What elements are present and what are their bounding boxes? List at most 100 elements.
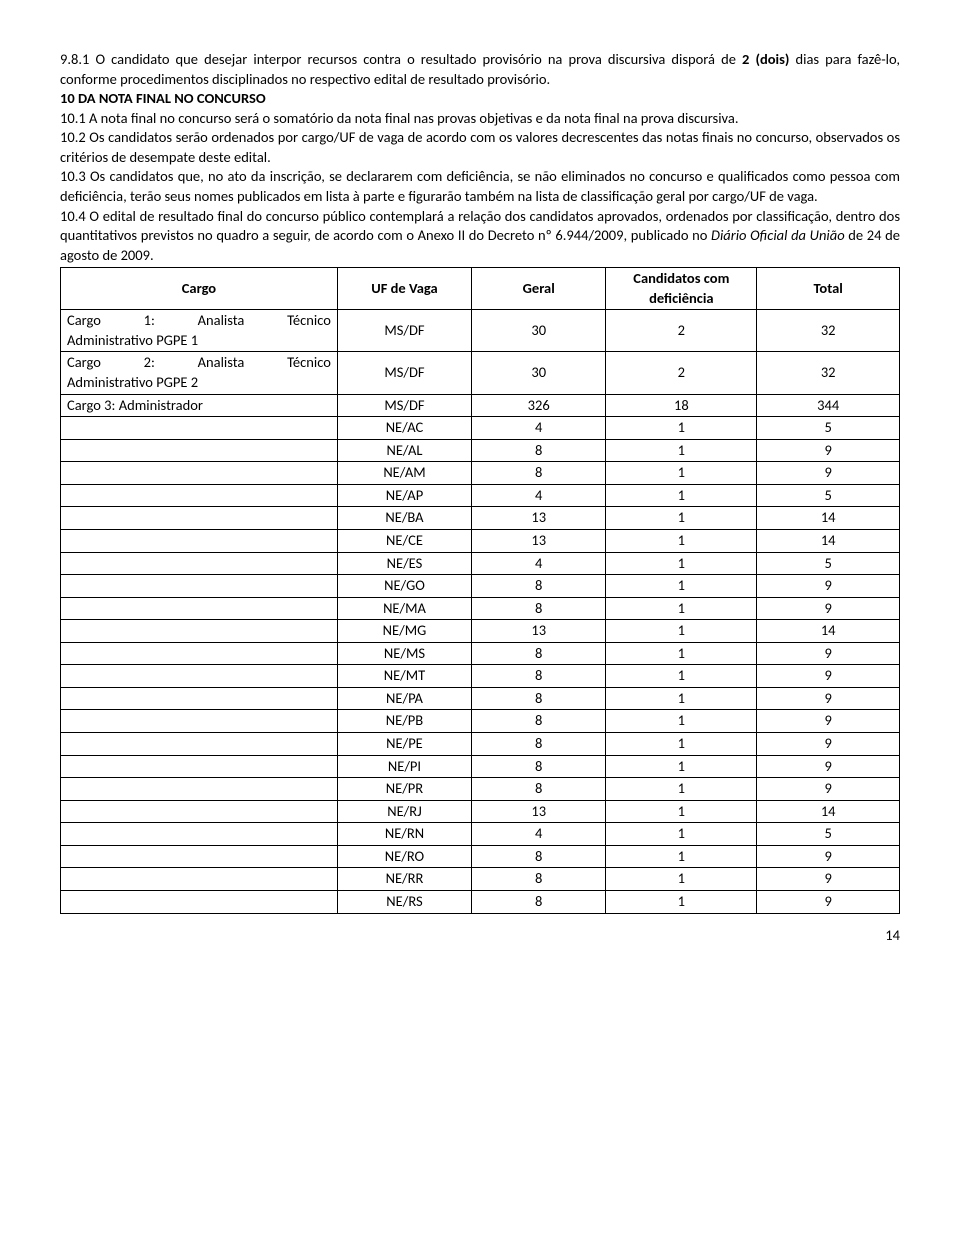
table-row: Cargo 1: Analista TécnicoAdministrativo … (61, 310, 900, 352)
cell-geral: 8 (472, 733, 606, 756)
cell-cargo (61, 710, 338, 733)
cell-cargo (61, 687, 338, 710)
cell-geral: 8 (472, 642, 606, 665)
cell-geral: 8 (472, 868, 606, 891)
table-row: NE/AL819 (61, 439, 900, 462)
table-row: NE/RS819 (61, 890, 900, 913)
cell-cargo (61, 417, 338, 440)
table-row: NE/RO819 (61, 845, 900, 868)
table-row: NE/MA819 (61, 597, 900, 620)
cell-uf: NE/RS (337, 890, 471, 913)
cell-geral: 13 (472, 800, 606, 823)
cell-cargo (61, 642, 338, 665)
paragraph-103: 10.3 Os candidatos que, no ato da inscri… (60, 167, 900, 206)
cell-uf: MS/DF (337, 394, 471, 417)
cell-def: 2 (606, 352, 757, 394)
cell-def: 1 (606, 733, 757, 756)
paragraph-102: 10.2 Os candidatos serão ordenados por c… (60, 128, 900, 167)
page-number: 14 (60, 926, 900, 946)
cell-total: 5 (757, 484, 900, 507)
cell-def: 1 (606, 755, 757, 778)
cell-uf: MS/DF (337, 310, 471, 352)
cell-geral: 8 (472, 845, 606, 868)
cell-geral: 4 (472, 484, 606, 507)
cell-geral: 4 (472, 417, 606, 440)
cell-cargo (61, 439, 338, 462)
cell-cargo: Cargo 2: Analista TécnicoAdministrativo … (61, 352, 338, 394)
table-row: NE/AC415 (61, 417, 900, 440)
cell-cargo (61, 800, 338, 823)
cell-uf: NE/BA (337, 507, 471, 530)
cell-uf: NE/PE (337, 733, 471, 756)
text: 9.8.1 O candidato que desejar interpor r… (60, 50, 742, 68)
cell-geral: 8 (472, 575, 606, 598)
cell-def: 1 (606, 507, 757, 530)
cell-uf: NE/MS (337, 642, 471, 665)
cell-geral: 8 (472, 665, 606, 688)
cell-total: 9 (757, 755, 900, 778)
cell-def: 1 (606, 575, 757, 598)
table-row: NE/MT819 (61, 665, 900, 688)
table-row: NE/PR819 (61, 778, 900, 801)
cell-total: 9 (757, 733, 900, 756)
table-row: Cargo 2: Analista TécnicoAdministrativo … (61, 352, 900, 394)
cell-cargo (61, 823, 338, 846)
cell-def: 1 (606, 552, 757, 575)
cell-geral: 326 (472, 394, 606, 417)
cell-cargo (61, 868, 338, 891)
cell-total: 9 (757, 687, 900, 710)
cell-uf: NE/AP (337, 484, 471, 507)
cell-cargo (61, 665, 338, 688)
paragraph-104: 10.4 O edital de resultado final do conc… (60, 207, 900, 266)
cell-total: 5 (757, 823, 900, 846)
cell-total: 32 (757, 352, 900, 394)
cell-total: 9 (757, 710, 900, 733)
cell-def: 1 (606, 890, 757, 913)
cell-cargo: Cargo 1: Analista TécnicoAdministrativo … (61, 310, 338, 352)
cell-geral: 4 (472, 823, 606, 846)
cell-total: 9 (757, 462, 900, 485)
cell-total: 14 (757, 800, 900, 823)
cell-def: 1 (606, 620, 757, 643)
table-row: NE/PI819 (61, 755, 900, 778)
cell-uf: NE/GO (337, 575, 471, 598)
cell-def: 1 (606, 462, 757, 485)
cell-cargo (61, 597, 338, 620)
cell-uf: NE/RO (337, 845, 471, 868)
cell-total: 14 (757, 620, 900, 643)
cell-def: 1 (606, 529, 757, 552)
cell-cargo (61, 462, 338, 485)
cell-total: 32 (757, 310, 900, 352)
table-row: NE/MS819 (61, 642, 900, 665)
cell-total: 9 (757, 868, 900, 891)
cell-def: 18 (606, 394, 757, 417)
header-total: Total (757, 268, 900, 310)
cell-total: 9 (757, 575, 900, 598)
cell-def: 1 (606, 868, 757, 891)
cell-total: 9 (757, 439, 900, 462)
cell-def: 1 (606, 687, 757, 710)
header-def: Candidatos com deficiência (606, 268, 757, 310)
cell-geral: 8 (472, 462, 606, 485)
cell-def: 1 (606, 710, 757, 733)
cell-geral: 8 (472, 710, 606, 733)
cell-def: 1 (606, 597, 757, 620)
cell-total: 5 (757, 552, 900, 575)
cell-geral: 13 (472, 620, 606, 643)
cell-geral: 13 (472, 529, 606, 552)
header-uf: UF de Vaga (337, 268, 471, 310)
cell-def: 1 (606, 484, 757, 507)
cell-def: 1 (606, 823, 757, 846)
table-row: NE/PE819 (61, 733, 900, 756)
table-row: Cargo 3: AdministradorMS/DF32618344 (61, 394, 900, 417)
cell-cargo: Cargo 3: Administrador (61, 394, 338, 417)
cell-geral: 30 (472, 352, 606, 394)
table-row: NE/AM819 (61, 462, 900, 485)
cell-total: 9 (757, 778, 900, 801)
cell-def: 1 (606, 417, 757, 440)
cell-uf: NE/PA (337, 687, 471, 710)
cell-uf: MS/DF (337, 352, 471, 394)
cell-uf: NE/AL (337, 439, 471, 462)
cell-cargo (61, 507, 338, 530)
table-row: NE/AP415 (61, 484, 900, 507)
